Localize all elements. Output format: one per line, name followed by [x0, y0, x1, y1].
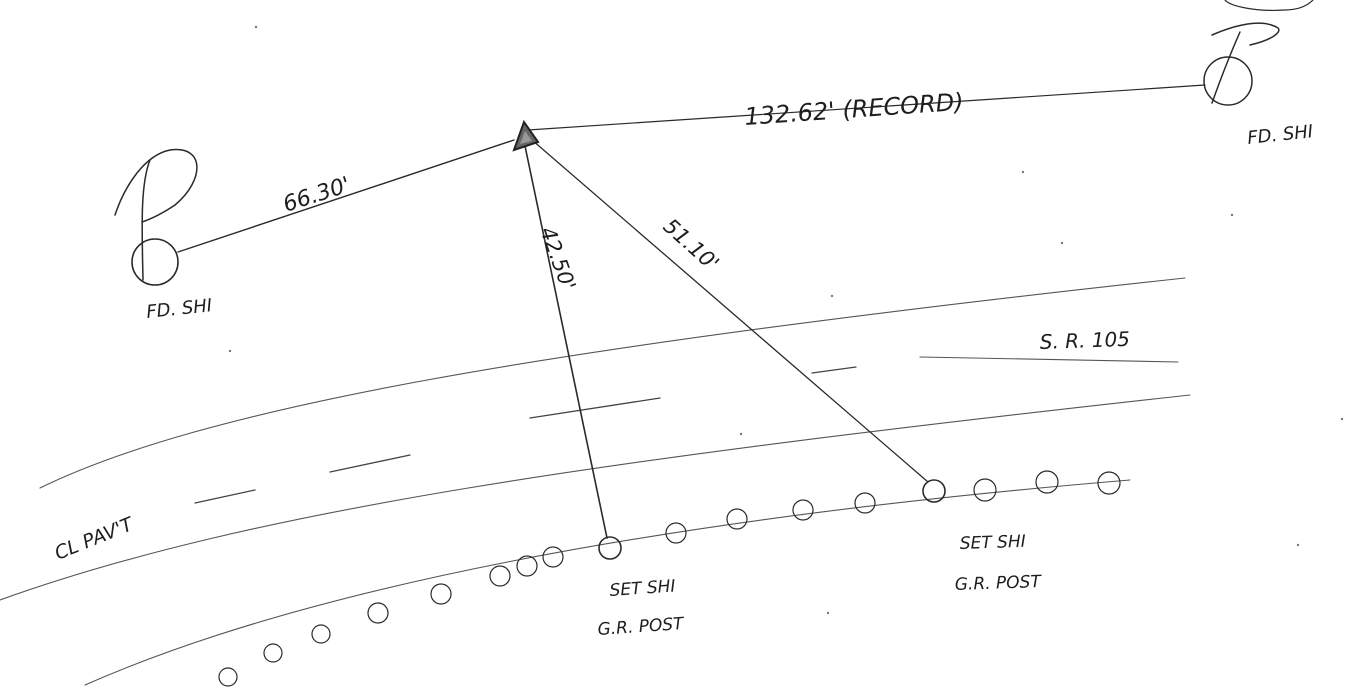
guardrail-post-icon: [430, 583, 452, 605]
guardrail-post-icon: [973, 478, 997, 502]
guardrail-post-icon: [792, 499, 814, 521]
guardrail-post-icon: [516, 555, 538, 577]
centerline-dash: [329, 454, 411, 473]
guardrail-post-icon: [367, 602, 389, 624]
cloud-scribble: [1224, 0, 1314, 11]
guardrail-post-icon: [854, 492, 876, 514]
centerline-dash: [529, 397, 661, 419]
guardrail-post-icon: [489, 565, 511, 587]
found-shi-left-icon: [114, 148, 198, 286]
found-shi-right-icon: [1203, 22, 1280, 106]
triangle-point-icon: [512, 119, 540, 152]
line-66-30: [177, 139, 515, 253]
guardrail-post-icon: [1097, 471, 1121, 495]
road-edge-lane: [39, 277, 1186, 489]
record-line: [527, 84, 1206, 131]
centerline-dash: [811, 366, 857, 374]
set-right-line2: G.R. POST: [954, 572, 1042, 595]
set-left-line1: SET SHI: [609, 576, 676, 601]
centerline-label: CL PAV'T: [52, 513, 138, 565]
guardrail-post-icon: [726, 508, 748, 530]
specks: [228, 25, 1344, 615]
fd-left-label: FD. SHI: [145, 295, 213, 323]
road-edge-inner-bottom: [0, 394, 1191, 601]
line-42-50: [524, 145, 608, 539]
guardrail-post-icon: [922, 479, 946, 503]
fd-right-label: FD. SHI: [1246, 121, 1314, 149]
guardrail-post-icon: [263, 643, 283, 663]
set-right-line1: SET SHI: [959, 532, 1026, 554]
road-edge-top-right: [919, 356, 1179, 363]
dist-vertical-label: 42.50': [535, 224, 580, 294]
guardrail-post-icon: [665, 522, 687, 544]
set-left-line2: G.R. POST: [597, 614, 686, 640]
line-51-10: [531, 139, 929, 483]
centerline-dash: [194, 489, 256, 504]
guardrail-post-icon: [542, 546, 564, 568]
guardrail-post-icon: [218, 667, 238, 687]
dist-left-label: 66.30': [280, 173, 353, 218]
road-name-label: S. R. 105: [1039, 327, 1130, 354]
guardrail-post-icon: [598, 536, 622, 560]
guardrail-posts: [218, 470, 1121, 687]
dist-diagonal-label: 51.10': [659, 214, 724, 276]
guardrail-post-icon: [1035, 470, 1059, 494]
dist-record-label: 132.62' (RECORD): [743, 88, 964, 131]
guardrail-post-icon: [311, 624, 331, 644]
